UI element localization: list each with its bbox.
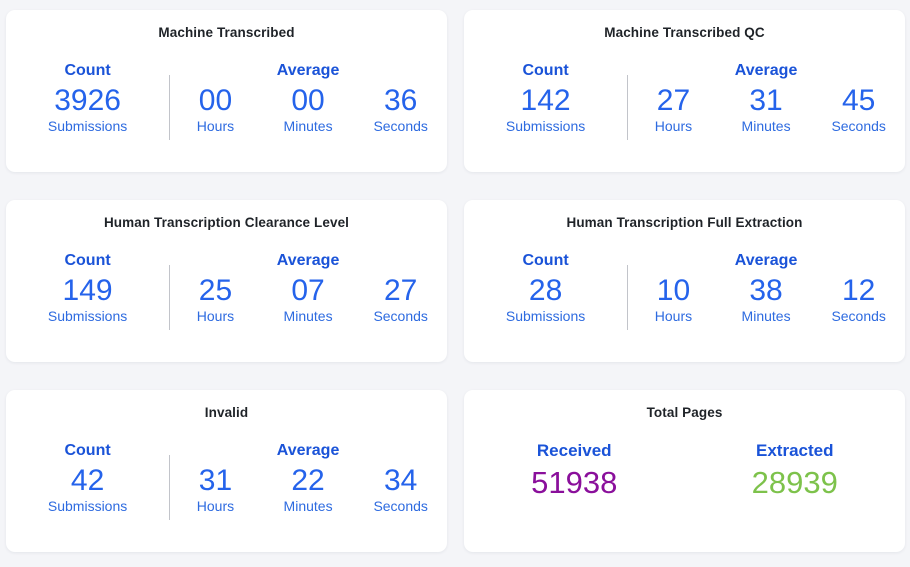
average-minutes-value: 31	[749, 84, 783, 117]
extracted-header: Extracted	[756, 441, 834, 460]
count-unit-label: Submissions	[505, 118, 586, 134]
average-minutes-value: 07	[291, 274, 325, 307]
average-header: Average	[734, 252, 798, 269]
card-human-transcription-clearance-level: Human Transcription Clearance Level Coun…	[6, 200, 447, 362]
count-unit-label: Submissions	[47, 498, 128, 514]
received-header: Received	[536, 441, 612, 460]
card-machine-transcribed-qc: Machine Transcribed QC Count 142 Submiss…	[464, 10, 905, 172]
count-average-divider	[627, 265, 629, 330]
count-unit-label: Submissions	[505, 308, 586, 324]
average-seconds-value: 36	[383, 84, 418, 117]
average-minutes-label: Minutes	[283, 308, 333, 324]
extracted-value: 28939	[751, 465, 838, 500]
count-unit-label: Submissions	[47, 308, 128, 324]
average-hours-value: 00	[198, 84, 233, 117]
card-title: Total Pages	[646, 405, 723, 420]
card-title: Human Transcription Full Extraction	[566, 215, 803, 230]
count-average-divider	[169, 455, 171, 520]
received-value: 51938	[531, 465, 618, 500]
card-human-transcription-full-extraction: Human Transcription Full Extraction Coun…	[464, 200, 905, 362]
average-hours-value: 27	[656, 84, 691, 117]
count-header: Count	[64, 62, 111, 79]
count-value: 142	[520, 84, 571, 117]
count-average-divider	[169, 75, 171, 140]
average-header: Average	[276, 252, 340, 269]
average-minutes-value: 38	[749, 274, 783, 307]
count-unit-label: Submissions	[47, 118, 128, 134]
count-header: Count	[64, 252, 111, 269]
average-seconds-value: 34	[383, 464, 418, 497]
card-title: Machine Transcribed QC	[604, 25, 765, 40]
average-seconds-label: Seconds	[831, 118, 886, 134]
card-machine-transcribed: Machine Transcribed Count 3926 Submissio…	[6, 10, 447, 172]
card-title: Human Transcription Clearance Level	[103, 215, 350, 230]
count-average-divider	[627, 75, 629, 140]
average-minutes-label: Minutes	[741, 118, 791, 134]
card-invalid: Invalid Count 42 Submissions Average 31 …	[6, 390, 447, 552]
average-hours-value: 25	[198, 274, 233, 307]
average-seconds-value: 27	[383, 274, 418, 307]
card-title: Machine Transcribed	[158, 25, 295, 40]
average-hours-value: 10	[656, 274, 691, 307]
count-value: 3926	[54, 84, 121, 117]
card-title: Invalid	[204, 405, 249, 420]
count-value: 149	[62, 274, 113, 307]
average-seconds-value: 12	[841, 274, 876, 307]
count-value: 28	[528, 274, 563, 307]
average-hours-label: Hours	[654, 118, 693, 134]
count-value: 42	[70, 464, 105, 497]
average-minutes-label: Minutes	[283, 498, 333, 514]
average-seconds-label: Seconds	[373, 498, 428, 514]
count-header: Count	[522, 62, 569, 79]
average-minutes-value: 22	[291, 464, 325, 497]
average-hours-label: Hours	[196, 118, 235, 134]
average-hours-label: Hours	[196, 308, 235, 324]
card-total-pages: Total Pages Received 51938 Extracted 289…	[464, 390, 905, 552]
average-seconds-label: Seconds	[373, 308, 428, 324]
average-hours-label: Hours	[196, 498, 235, 514]
average-minutes-value: 00	[291, 84, 325, 117]
average-seconds-value: 45	[841, 84, 876, 117]
average-header: Average	[276, 62, 340, 79]
average-minutes-label: Minutes	[741, 308, 791, 324]
average-hours-label: Hours	[654, 308, 693, 324]
average-header: Average	[276, 442, 340, 459]
count-average-divider	[169, 265, 171, 330]
count-header: Count	[522, 252, 569, 269]
count-header: Count	[64, 442, 111, 459]
average-seconds-label: Seconds	[831, 308, 886, 324]
average-hours-value: 31	[198, 464, 233, 497]
average-seconds-label: Seconds	[373, 118, 428, 134]
average-minutes-label: Minutes	[283, 118, 333, 134]
average-header: Average	[734, 62, 798, 79]
